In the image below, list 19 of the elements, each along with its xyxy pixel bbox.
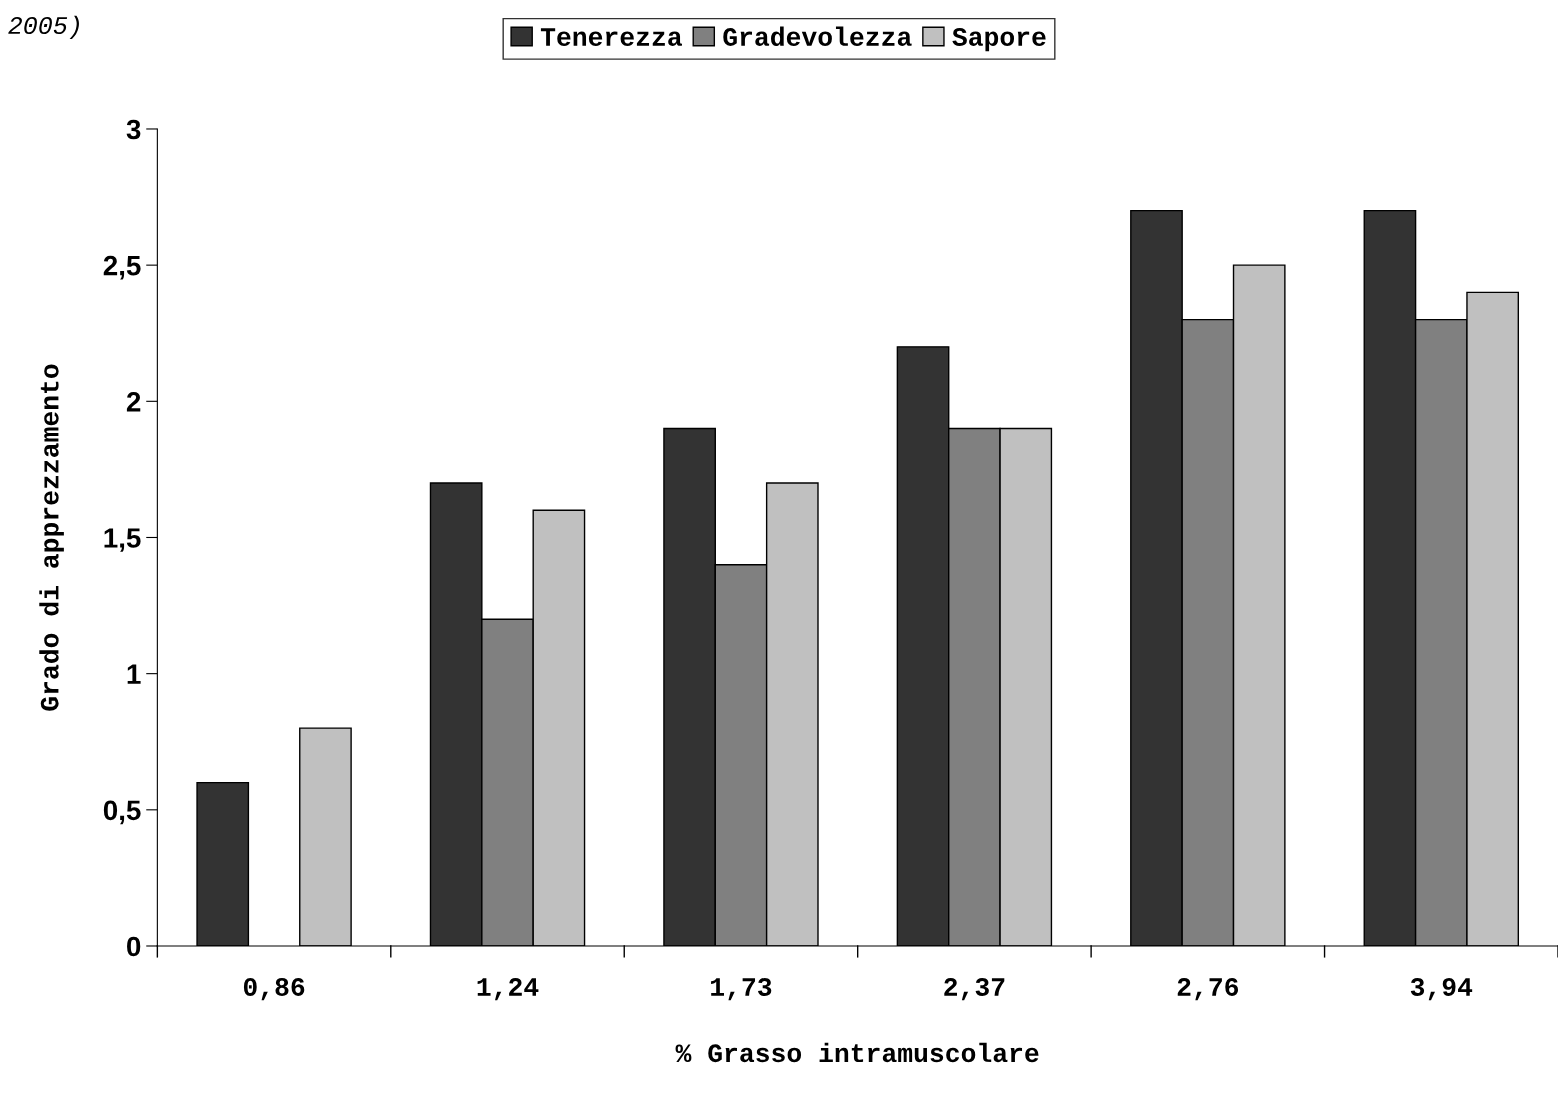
y-tick-label: 2: [126, 391, 141, 412]
y-tick-label: 2,5: [103, 255, 141, 280]
y-tick-label: 3: [126, 119, 141, 140]
x-tick-label: 0,86: [243, 978, 305, 1001]
x-tick-label: 1,73: [711, 978, 772, 1001]
x-tick-label: 3,94: [1410, 978, 1473, 1001]
x-tick-label: 1,24: [477, 978, 539, 1001]
legend-label: Sapore: [952, 28, 1046, 52]
legend-label: Tenerezza: [540, 28, 682, 46]
y-tick-label: 1: [127, 664, 141, 684]
x-tick-label: 2,37: [944, 978, 1005, 1001]
y-axis-title: Grado di apprezzamento: [39, 364, 64, 711]
text: 2005): [8, 15, 79, 39]
y-tick-label: 1,5: [104, 528, 141, 552]
y-tick-label: 0,5: [103, 800, 141, 825]
x-axis-title: % Grasso intramuscolare: [675, 1042, 1039, 1063]
y-tick-label: 0: [127, 936, 141, 957]
legend-label: Gradevolezza: [723, 26, 912, 46]
x-tick-label: 2,76: [1177, 978, 1239, 1001]
